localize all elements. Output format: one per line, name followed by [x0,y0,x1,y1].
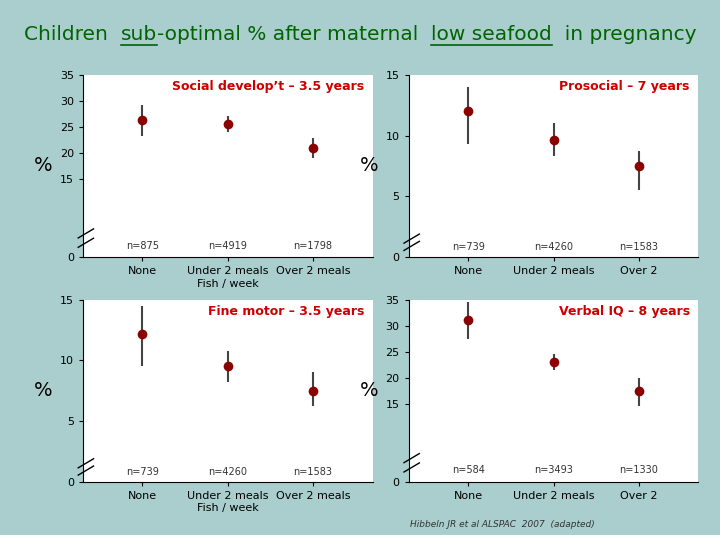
Text: %: % [34,381,53,400]
Text: %: % [360,156,378,175]
Text: %: % [34,156,53,175]
Text: %: % [360,381,378,400]
Text: Hibbeln JR et al ALSPAC  2007  (adapted): Hibbeln JR et al ALSPAC 2007 (adapted) [410,519,595,529]
Text: n=4919: n=4919 [208,241,247,250]
Text: Social develop’t – 3.5 years: Social develop’t – 3.5 years [172,80,364,93]
Text: sub: sub [120,25,157,44]
Text: n=584: n=584 [452,465,485,475]
Text: n=3493: n=3493 [534,465,573,475]
Text: in pregnancy: in pregnancy [552,25,696,44]
Text: n=1798: n=1798 [294,241,333,250]
Text: n=4260: n=4260 [534,242,573,252]
Text: n=739: n=739 [126,467,159,477]
Text: n=1583: n=1583 [294,467,333,477]
X-axis label: Fish / week: Fish / week [197,279,258,288]
Text: -optimal % after maternal: -optimal % after maternal [157,25,431,44]
Text: n=4260: n=4260 [208,467,247,477]
Text: Fine motor – 3.5 years: Fine motor – 3.5 years [207,305,364,318]
Text: Prosocial – 7 years: Prosocial – 7 years [559,80,690,93]
Text: Children: Children [24,25,120,44]
Text: Verbal IQ – 8 years: Verbal IQ – 8 years [559,305,690,318]
Text: low seafood: low seafood [431,25,552,44]
Text: n=875: n=875 [126,241,159,250]
X-axis label: Fish / week: Fish / week [197,503,258,513]
Text: n=1330: n=1330 [619,465,658,475]
Text: n=739: n=739 [452,242,485,252]
Text: n=1583: n=1583 [619,242,658,252]
